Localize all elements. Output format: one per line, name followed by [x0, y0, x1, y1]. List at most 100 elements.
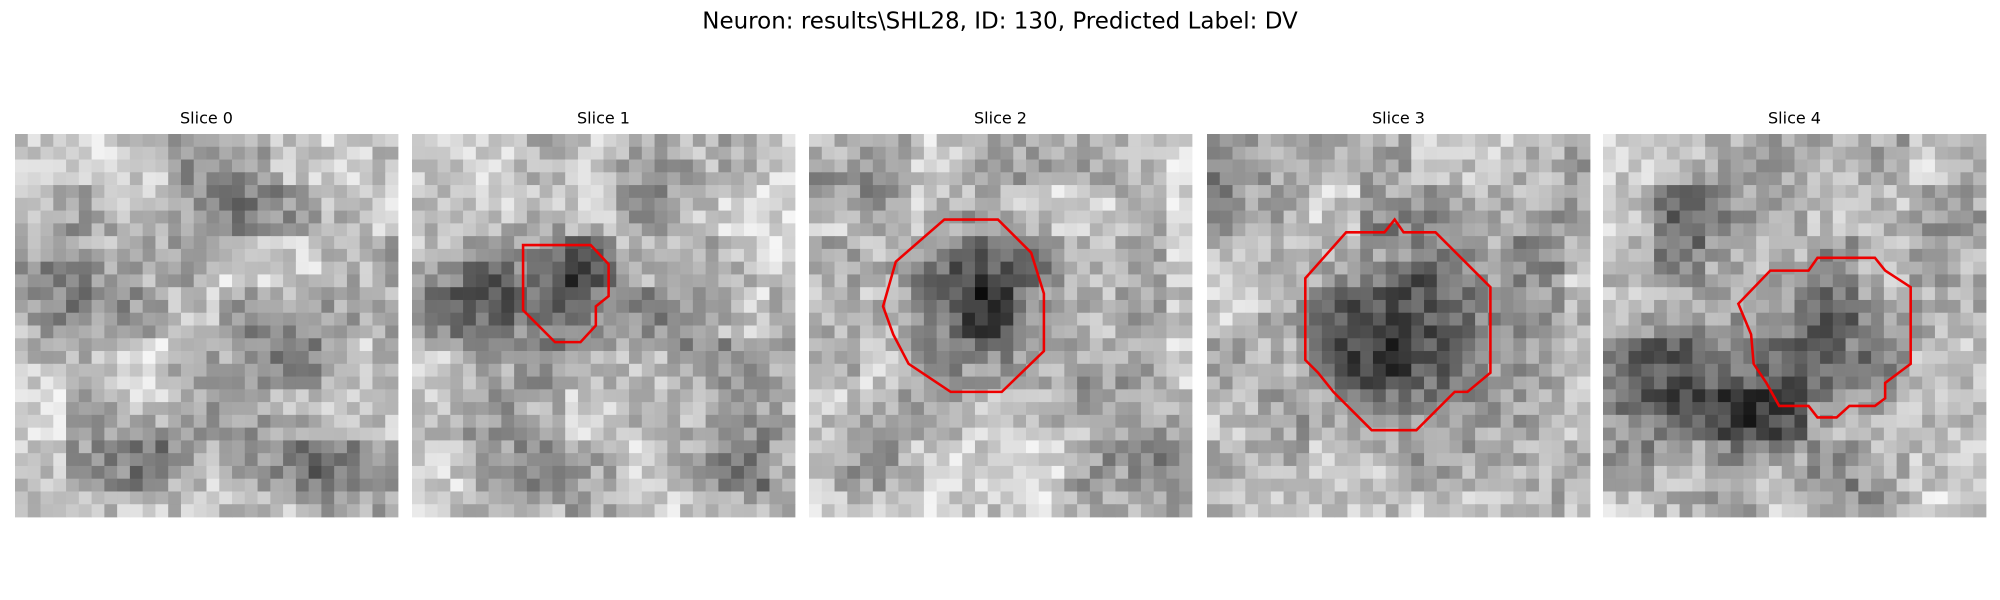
image-pixel	[488, 453, 502, 467]
image-pixel	[1153, 402, 1167, 416]
image-pixel	[1487, 248, 1502, 263]
image-pixel	[1128, 478, 1142, 492]
image-pixel	[232, 504, 246, 518]
image-pixel	[898, 414, 912, 429]
image-pixel	[526, 134, 541, 148]
image-pixel	[1717, 427, 1732, 441]
image-pixel	[1947, 427, 1961, 441]
image-pixel	[334, 414, 348, 429]
image-pixel	[514, 363, 528, 377]
image-pixel	[1102, 261, 1116, 275]
image-pixel	[1615, 478, 1629, 492]
image-pixel	[1794, 440, 1808, 454]
image-pixel	[1449, 478, 1463, 492]
image-pixel	[1577, 261, 1591, 275]
image-pixel	[488, 146, 502, 160]
image-pixel	[1321, 172, 1336, 186]
image-pixel	[283, 159, 297, 173]
image-pixel	[1411, 338, 1425, 352]
image-pixel	[1436, 427, 1450, 441]
image-pixel	[654, 504, 668, 518]
image-pixel	[1807, 223, 1821, 237]
image-pixel	[1424, 299, 1438, 314]
image-pixel	[1513, 185, 1527, 199]
image-pixel	[1372, 312, 1387, 326]
image-pixel	[898, 453, 912, 467]
image-pixel	[962, 185, 976, 199]
image-pixel	[1781, 351, 1795, 365]
image-pixel	[1360, 197, 1374, 211]
image-pixel	[104, 402, 118, 416]
image-pixel	[1666, 185, 1680, 199]
image-pixel	[1500, 491, 1514, 505]
image-pixel	[705, 223, 719, 237]
image-pixel	[743, 465, 758, 480]
image-pixel	[705, 351, 719, 365]
image-pixel	[1296, 414, 1310, 429]
image-pixel	[1232, 248, 1246, 263]
image-pixel	[974, 427, 989, 441]
image-pixel	[155, 504, 169, 518]
image-pixel	[1089, 172, 1104, 186]
image-pixel	[1794, 465, 1808, 480]
image-pixel	[539, 338, 553, 352]
image-pixel	[526, 427, 541, 441]
image-pixel	[424, 325, 438, 339]
image-pixel	[1896, 351, 1910, 365]
image-pixel	[53, 172, 67, 186]
roi-contour	[1736, 256, 1912, 419]
image-pixel	[1909, 159, 1923, 173]
image-pixel	[974, 440, 989, 454]
image-pixel	[1321, 491, 1336, 505]
image-pixel	[219, 453, 233, 467]
image-pixel	[962, 414, 976, 429]
image-pixel	[526, 223, 541, 237]
image-pixel	[898, 504, 912, 518]
image-pixel	[1411, 312, 1425, 326]
image-pixel	[1258, 312, 1272, 326]
image-pixel	[1641, 172, 1655, 186]
image-pixel	[911, 427, 925, 441]
image-pixel	[1258, 146, 1272, 160]
image-pixel	[705, 376, 719, 390]
image-pixel	[1334, 146, 1348, 160]
image-pixel	[1679, 146, 1693, 160]
image-pixel	[424, 146, 438, 160]
image-pixel	[1717, 440, 1732, 454]
image-pixel	[1564, 478, 1578, 492]
image-pixel	[1641, 427, 1655, 441]
image-pixel	[1398, 261, 1412, 275]
image-pixel	[987, 274, 1001, 288]
image-pixel	[1500, 389, 1514, 403]
image-pixel	[1871, 312, 1885, 326]
image-pixel	[437, 402, 451, 416]
image-pixel	[1000, 210, 1014, 224]
image-pixel	[1500, 338, 1514, 352]
image-pixel	[450, 491, 464, 505]
image-pixel	[872, 389, 886, 403]
image-pixel	[53, 197, 67, 211]
image-pixel	[244, 261, 258, 275]
image-pixel	[437, 491, 451, 505]
image-pixel	[577, 248, 592, 263]
image-pixel	[488, 299, 502, 314]
image-pixel	[1705, 248, 1719, 263]
image-pixel	[283, 325, 297, 339]
image-pixel	[1309, 146, 1323, 160]
image-pixel	[437, 351, 451, 365]
image-pixel	[129, 414, 144, 429]
image-pixel	[834, 363, 848, 377]
image-pixel	[104, 351, 118, 365]
image-pixel	[809, 236, 823, 250]
image-pixel	[731, 134, 745, 148]
image-pixel	[1411, 223, 1425, 237]
image-pixel	[1398, 478, 1412, 492]
image-pixel	[1360, 299, 1374, 314]
image-pixel	[91, 376, 105, 390]
image-pixel	[1179, 261, 1193, 275]
image-pixel	[974, 185, 989, 199]
image-pixel	[321, 236, 335, 250]
image-pixel	[847, 478, 861, 492]
image-pixel	[1654, 465, 1668, 480]
image-pixel	[1615, 312, 1629, 326]
